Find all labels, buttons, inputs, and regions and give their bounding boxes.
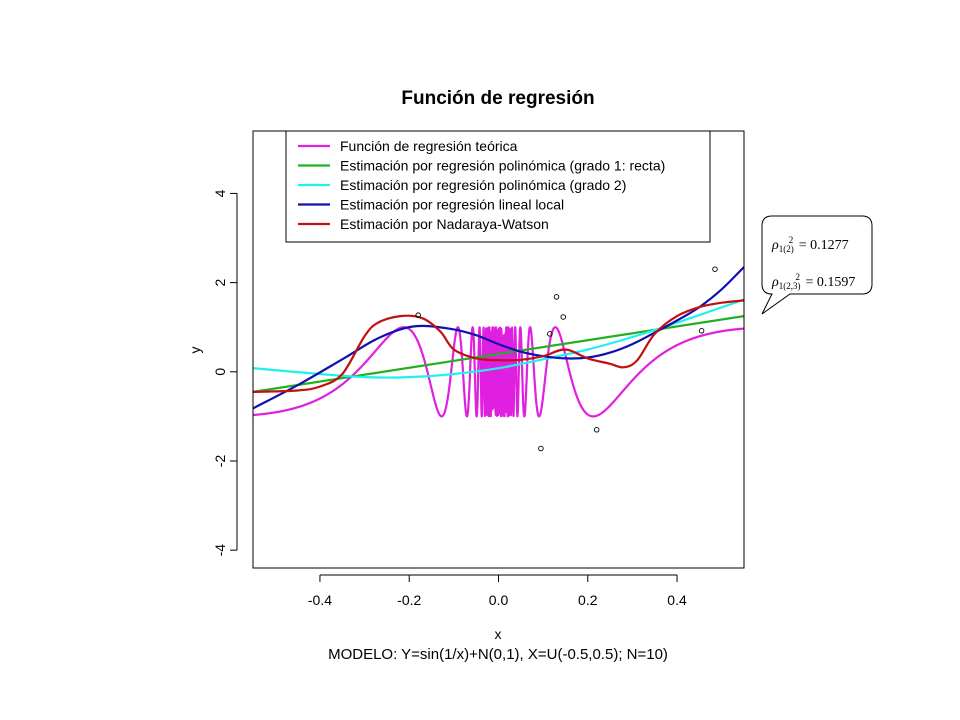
legend-label: Estimación por Nadaraya-Watson: [340, 216, 549, 232]
rho-subscript: 1(2): [778, 244, 794, 254]
callout-value-2: = 0.1597: [805, 275, 856, 290]
data-point: [547, 331, 553, 337]
callout-text: ρ1(2)2 = 0.1277 ρ1(2,3)2 = 0.1597: [772, 226, 855, 300]
x-tick-label: -0.4: [308, 592, 332, 608]
callout-line-1: ρ1(2)2 = 0.1277: [772, 226, 855, 263]
callout-bubble: [761, 215, 873, 315]
data-point: [712, 266, 718, 272]
series-line-4: [253, 266, 744, 410]
legend-label: Estimación por regresión polinómica (gra…: [340, 177, 626, 193]
legend-label: Estimación por regresión lineal local: [340, 197, 564, 213]
series-line-5: [253, 299, 744, 393]
legend-label: Estimación por regresión polinómica (gra…: [340, 158, 665, 174]
y-tick-label: 4: [212, 189, 228, 197]
rho-subscript: 1(2,3): [778, 281, 801, 291]
y-tick-label: -4: [212, 544, 228, 557]
x-tick-label: 0.2: [578, 592, 598, 608]
legend: Función de regresión teórica Estimación p…: [285, 130, 711, 243]
rho-symbol: ρ: [772, 238, 779, 253]
legend-label: Función de regresión teórica: [340, 138, 518, 154]
y-axis-label: y: [187, 347, 203, 354]
series-line-1: [253, 326, 744, 418]
chart-title: Función de regresión: [401, 88, 594, 109]
x-axis-label: x: [495, 626, 502, 642]
rho-superscript: 2: [795, 272, 800, 282]
data-point: [698, 328, 705, 334]
y-tick-label: 0: [212, 368, 228, 376]
rho-superscript: 2: [788, 235, 794, 245]
series-line-3: [253, 298, 744, 379]
callout-line-2: ρ1(2,3)2 = 0.1597: [772, 263, 855, 300]
data-point: [538, 445, 544, 452]
plot-area: [253, 266, 744, 452]
x-tick-label: -0.2: [397, 592, 421, 608]
data-point: [593, 427, 600, 433]
data-point: [415, 312, 421, 318]
x-tick-label: 0.0: [489, 592, 509, 608]
callout-value-1: = 0.1277: [798, 238, 849, 253]
legend-box: [285, 130, 711, 243]
y-tick-label: 2: [212, 279, 228, 287]
data-point: [560, 314, 566, 320]
data-point: [553, 294, 560, 300]
y-tick-label: -2: [212, 455, 228, 468]
x-tick-label: 0.4: [667, 592, 687, 608]
rho-symbol: ρ: [772, 275, 779, 290]
model-caption: MODELO: Y=sin(1/x)+N(0,1), X=U(-0.5,0.5)…: [328, 646, 668, 663]
axes: -0.4 -0.2 0.0 0.2 0.4 -4 -2 0 2 4: [212, 189, 687, 608]
